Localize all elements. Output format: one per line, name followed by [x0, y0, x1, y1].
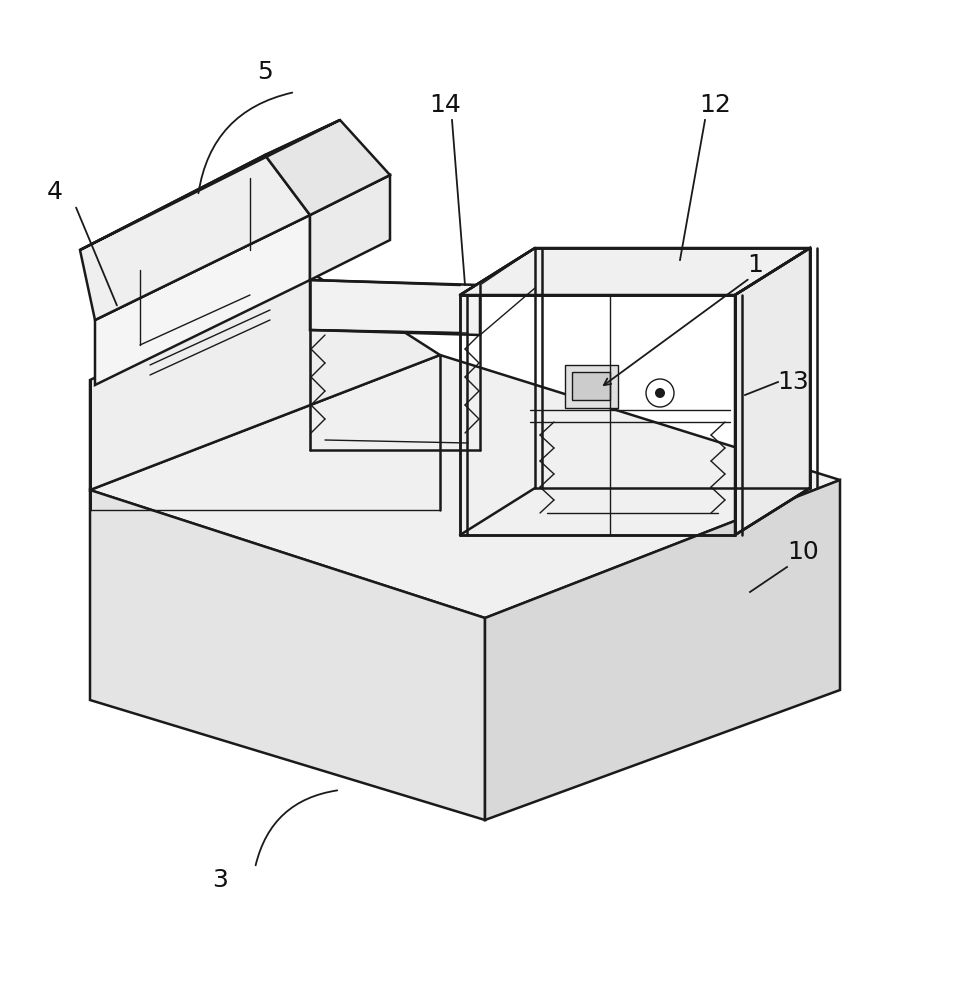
Polygon shape — [735, 248, 809, 535]
Text: 14: 14 — [428, 93, 460, 117]
Polygon shape — [90, 355, 839, 618]
Polygon shape — [572, 372, 610, 400]
Text: 1: 1 — [746, 253, 763, 277]
Polygon shape — [79, 120, 340, 250]
Text: 4: 4 — [47, 180, 63, 204]
Polygon shape — [484, 480, 839, 820]
Polygon shape — [564, 365, 617, 408]
Polygon shape — [265, 120, 390, 215]
Text: 10: 10 — [786, 540, 818, 564]
Polygon shape — [95, 215, 310, 385]
Polygon shape — [79, 155, 310, 320]
Text: 12: 12 — [699, 93, 731, 117]
Text: 3: 3 — [212, 868, 228, 892]
Polygon shape — [459, 248, 809, 295]
Polygon shape — [90, 275, 440, 490]
Text: 13: 13 — [776, 370, 808, 394]
Text: 5: 5 — [257, 60, 272, 84]
Circle shape — [654, 388, 665, 398]
Polygon shape — [95, 175, 390, 320]
Polygon shape — [310, 280, 480, 335]
Polygon shape — [90, 490, 485, 820]
Polygon shape — [310, 175, 390, 280]
